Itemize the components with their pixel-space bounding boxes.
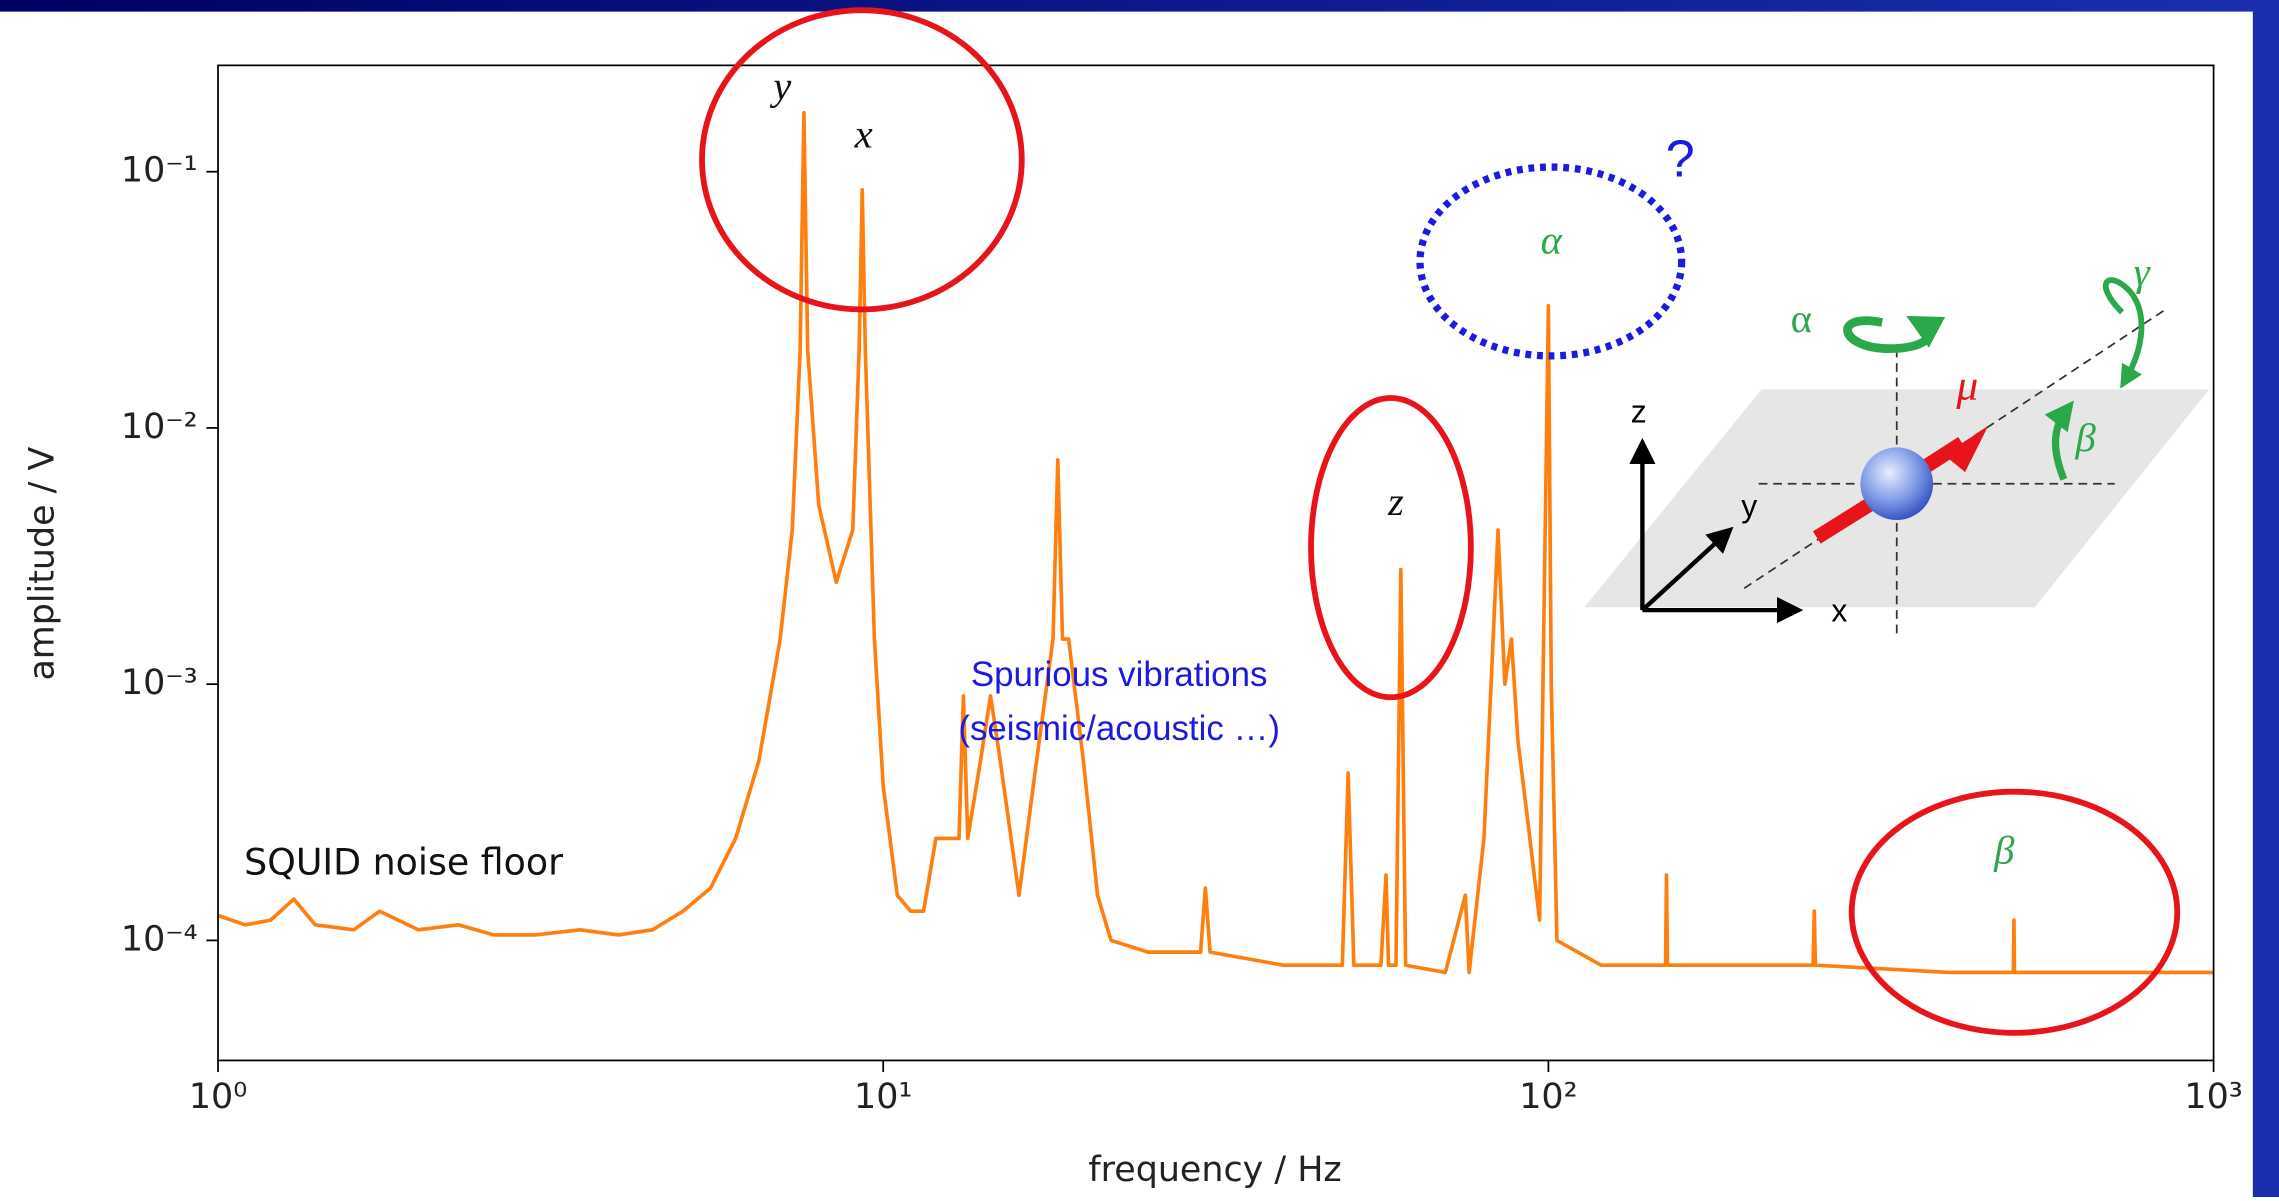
inset-label: γ [2134,249,2151,294]
annotation: β [1993,828,2015,873]
inset-label: z [1631,393,1647,429]
annotation: SQUID noise floor [244,840,563,883]
x-tick-label: 10¹ [854,1077,912,1117]
annotation: Spurious vibrations [971,655,1268,694]
inset-label: x [1831,592,1847,628]
annotation: z [1387,479,1404,524]
moment-arrow [1917,436,1967,476]
x-tick-label: 10³ [2184,1077,2242,1117]
highlight-ellipse [1848,788,2181,1036]
annotation: x [854,111,873,156]
x-axis-label: frequency / Hz [1088,1150,1341,1190]
axis-arrow [1640,526,1734,612]
rotation-arrow [1843,315,1946,353]
highlight-ellipse [699,7,1025,313]
annotation: ? [1666,131,1695,189]
inset-label: β [2075,415,2097,460]
y-axis-label: amplitude / V [23,447,63,681]
spectrum-line [217,110,2214,975]
rotation-arrow [2102,277,2145,389]
y-tick-label: 10⁻² [121,407,198,447]
sphere [1860,447,1934,521]
annotation: α [1541,217,1564,262]
y-tick-label: 10⁻¹ [121,151,198,191]
highlight-ellipse [1308,395,1474,701]
inset-diagram: α γ β μ⃗ z y x [1584,249,2210,640]
x-tick-label: 10² [1519,1077,1577,1117]
rotation-arrow [2044,400,2074,481]
axes-frame [217,64,2215,1062]
plot-area [217,110,2214,975]
inset-label: μ⃗ [1955,361,2012,409]
y-tick-label: 10⁻⁴ [121,919,198,959]
moment-arrow [1812,495,1879,544]
annotation: (seismic/acoustic …) [958,709,1280,748]
annotation: y [769,63,792,108]
x-tick-label: 10⁰ [189,1077,247,1117]
inset-label: y [1741,488,1757,524]
inset-label: α [1791,296,1812,341]
highlight-ellipse [1416,163,1686,360]
y-tick-label: 10⁻³ [121,663,198,703]
